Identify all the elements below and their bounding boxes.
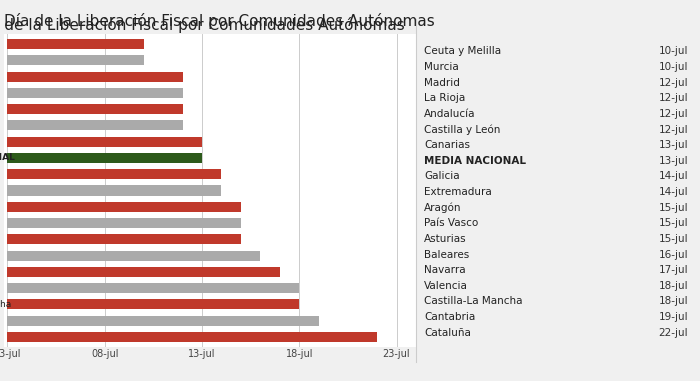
Text: Castilla-La Mancha: Castilla-La Mancha: [424, 296, 523, 306]
Text: Aragón: Aragón: [424, 202, 462, 213]
Text: 10-jul: 10-jul: [659, 46, 688, 56]
Bar: [8, 169, 221, 179]
Text: Andalucía: Andalucía: [424, 109, 476, 119]
Text: 19-jul: 19-jul: [659, 312, 688, 322]
Text: 13-jul: 13-jul: [659, 156, 688, 166]
Text: 16-jul: 16-jul: [659, 250, 688, 259]
Bar: [8, 153, 202, 163]
Bar: [8, 299, 300, 309]
Bar: [8, 120, 183, 130]
Bar: [8, 72, 183, 82]
Bar: [8, 104, 183, 114]
Text: 22-jul: 22-jul: [659, 328, 688, 338]
Text: 17-jul: 17-jul: [659, 265, 688, 275]
Bar: [8, 202, 241, 212]
Text: 14-jul: 14-jul: [659, 187, 688, 197]
Bar: [8, 39, 143, 49]
Bar: [8, 332, 377, 342]
Text: 12-jul: 12-jul: [659, 78, 688, 88]
Text: 10-jul: 10-jul: [659, 62, 688, 72]
Text: Día de la Liberación Fiscal por Comunidades Autónomas: Día de la Liberación Fiscal por Comunida…: [0, 17, 405, 33]
Text: Madrid: Madrid: [424, 78, 461, 88]
Text: 18-jul: 18-jul: [659, 296, 688, 306]
Bar: [8, 234, 241, 244]
Text: Castilla y León: Castilla y León: [424, 124, 500, 135]
Text: 18-jul: 18-jul: [659, 281, 688, 291]
Bar: [8, 55, 143, 66]
Text: 12-jul: 12-jul: [659, 125, 688, 134]
Text: Galicia: Galicia: [424, 171, 460, 181]
Text: 15-jul: 15-jul: [659, 203, 688, 213]
Bar: [8, 137, 202, 147]
Text: Valencia: Valencia: [424, 281, 468, 291]
Bar: [8, 218, 241, 228]
Text: 13-jul: 13-jul: [659, 140, 688, 150]
Text: MEDIA NACIONAL: MEDIA NACIONAL: [0, 154, 15, 162]
Bar: [8, 251, 260, 261]
Bar: [8, 186, 221, 195]
Text: MEDIA NACIONAL: MEDIA NACIONAL: [424, 156, 526, 166]
Bar: [8, 315, 318, 326]
Text: Murcia: Murcia: [424, 62, 459, 72]
Text: 14-jul: 14-jul: [659, 171, 688, 181]
Text: 15-jul: 15-jul: [659, 218, 688, 228]
Text: Castilla-La Mancha: Castilla-La Mancha: [0, 300, 11, 309]
Bar: [8, 88, 183, 98]
Bar: [8, 267, 280, 277]
Text: 15-jul: 15-jul: [659, 234, 688, 244]
Text: Ceuta y Melilla: Ceuta y Melilla: [424, 46, 501, 56]
Text: Extremadura: Extremadura: [424, 187, 492, 197]
Text: Navarra: Navarra: [424, 265, 466, 275]
Text: La Rioja: La Rioja: [424, 93, 466, 103]
Text: Baleares: Baleares: [424, 250, 470, 259]
Text: Asturias: Asturias: [424, 234, 467, 244]
Text: Día de la Liberación Fiscal por Comunidades Autónomas: Día de la Liberación Fiscal por Comunida…: [4, 13, 434, 29]
Text: País Vasco: País Vasco: [424, 218, 479, 228]
Text: Canarias: Canarias: [424, 140, 470, 150]
Text: 12-jul: 12-jul: [659, 109, 688, 119]
Text: Cantabria: Cantabria: [424, 312, 476, 322]
Text: Cataluña: Cataluña: [424, 328, 471, 338]
Bar: [8, 283, 300, 293]
Text: 12-jul: 12-jul: [659, 93, 688, 103]
